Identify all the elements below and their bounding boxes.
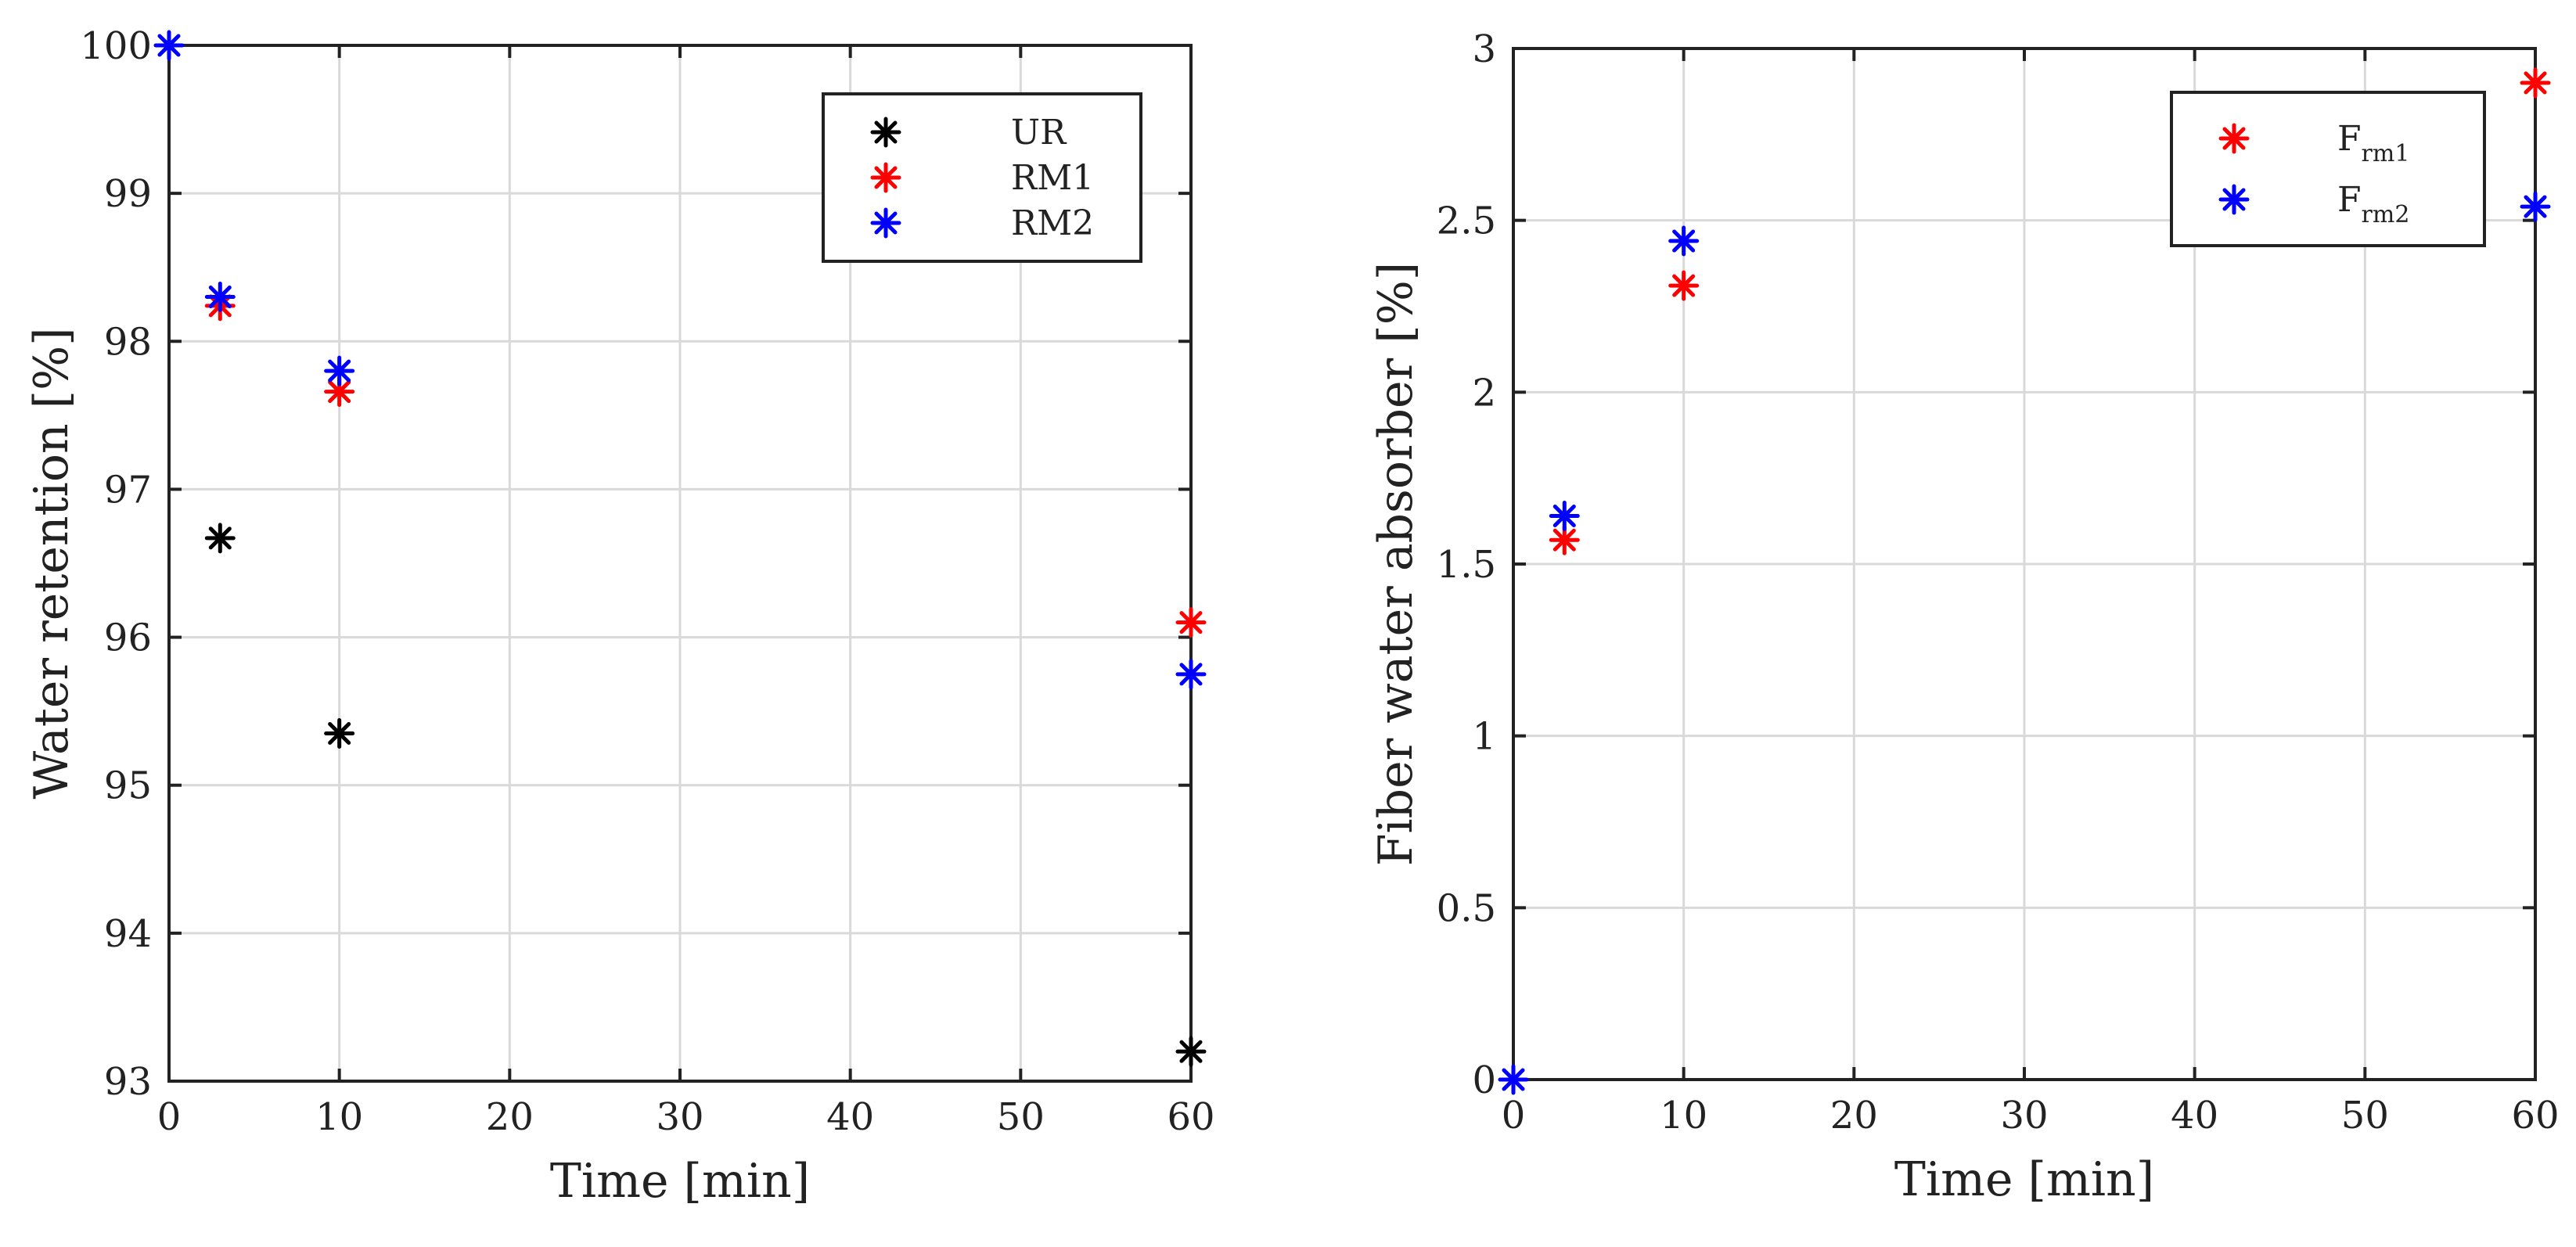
data-point [204,523,236,554]
series-rm1 [204,290,1207,638]
y-tick-label: 96 [104,616,152,660]
x-tick-label: 50 [997,1095,1045,1139]
legend-marker [870,207,901,239]
y-tick-label: 97 [104,468,152,512]
legend-marker [870,162,901,193]
x-tick-label: 30 [656,1095,703,1139]
legend-subscript: rm1 [2362,140,2410,167]
legend-label: UR [1011,113,1067,153]
x-tick-label: 50 [2341,1094,2389,1137]
data-point [204,282,236,313]
data-point [1175,1036,1207,1067]
series-ur [204,523,1207,1067]
series-frm1 [1549,67,2551,555]
y-axis-label: Fiber water absorber [%] [1369,262,1423,866]
legend-marker [870,117,901,148]
chart-panel-1: 0 10 20 30 40 50 60 93 94 95 96 97 98 99 100 Time [min]… [24,24,1215,1209]
data-point [324,355,355,386]
data-point [1498,1064,1529,1095]
x-tick-label: 60 [1167,1095,1214,1139]
data-point [1175,659,1207,690]
y-tick-label: 99 [104,172,152,216]
data-point [1668,225,1700,257]
data-point [1175,607,1207,638]
x-tick-label: 40 [826,1095,874,1139]
y-tick-label: 94 [104,912,152,956]
data-point [1668,270,1700,301]
y-axis-label: Water retention [%] [24,327,79,799]
y-tick-label: 0 [1472,1058,1496,1102]
y-tick-label: 1.5 [1437,543,1496,587]
y-tick-label: 3 [1472,27,1496,71]
x-tick-label: 10 [1660,1094,1707,1137]
x-tick-label: 60 [2511,1094,2559,1137]
x-tick-label: 20 [486,1095,534,1139]
x-tick-label: 20 [1830,1094,1878,1137]
x-tick-label: 0 [157,1095,182,1139]
y-tick-label: 93 [104,1060,152,1104]
legend: UR RM1 RM2 [822,92,1142,263]
series-rm2 [153,30,1207,690]
x-tick-label: 30 [2000,1094,2048,1137]
y-tick-label: 1 [1472,715,1496,759]
data-point [324,718,355,749]
data-point [1549,500,1580,531]
x-tick-label: 0 [1502,1094,1526,1137]
legend-box [2170,91,2486,247]
y-tick-label: 98 [104,320,152,364]
data-point [2520,191,2551,222]
y-tick-label: 2 [1472,371,1496,415]
series-frm2 [1498,191,2551,1095]
legend-marker [2218,184,2250,215]
x-axis-label: Time [min] [1894,1152,2154,1207]
x-tick-label: 40 [2171,1094,2218,1137]
data-point [1549,524,1580,555]
legend-subscript: rm2 [2362,201,2410,228]
y-tick-label: 2.5 [1437,199,1496,243]
legend-label: RM1 [1011,158,1094,198]
x-axis-label: Time [min] [550,1154,810,1209]
y-tick-label: 100 [80,24,152,68]
x-tick-label: 10 [315,1095,363,1139]
legend-label: RM2 [1011,203,1094,243]
legend-marker [2218,123,2250,154]
data-point [2520,67,2551,99]
y-tick-label: 0.5 [1437,886,1496,930]
chart-panel-2: 0 10 20 30 40 50 60 0 0.5 1 1.5 2 2.5 3 Time [min] Fibe… [1369,27,2560,1207]
data-point [153,30,185,61]
y-tick-label: 95 [104,764,152,808]
